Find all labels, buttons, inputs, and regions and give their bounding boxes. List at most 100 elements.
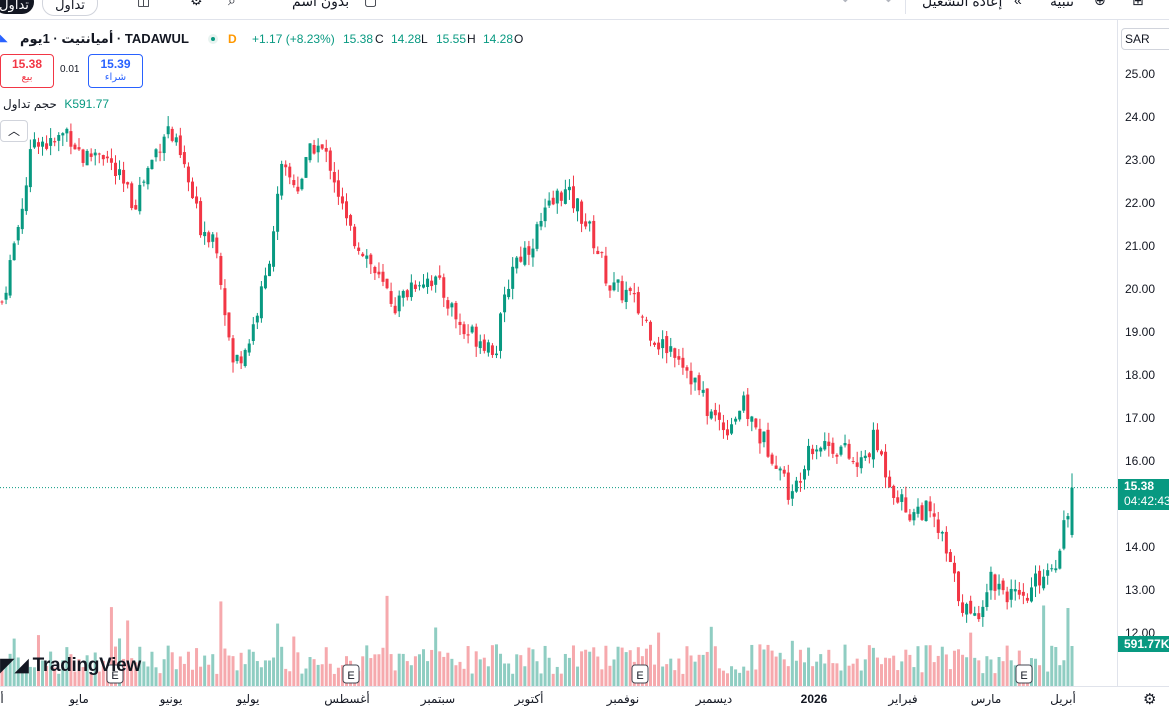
volume-bar — [701, 654, 705, 686]
chart-settings-gear-icon[interactable]: ⚙ — [1143, 691, 1157, 708]
candle-body — [438, 275, 442, 278]
candle-body — [93, 152, 97, 156]
square-icon[interactable]: ▢ — [364, 0, 378, 8]
earnings-marker-label: E — [347, 670, 354, 682]
candle-body — [742, 395, 746, 411]
volume-bar — [385, 595, 389, 686]
price-tick: 14.00 — [1125, 540, 1156, 554]
replay-label[interactable]: إعادة التشغيل — [922, 0, 1003, 9]
candle-body — [1058, 550, 1062, 569]
candle-body — [961, 602, 965, 613]
candle-body — [85, 150, 89, 166]
volume-bar — [790, 640, 794, 686]
volume-bar — [16, 657, 20, 686]
redo-icon[interactable]: ↷ — [880, 0, 892, 8]
candle-body — [1038, 570, 1042, 586]
volume-bar — [750, 644, 754, 686]
candle-body — [69, 131, 73, 147]
candle-body — [417, 285, 421, 287]
candle-body — [932, 513, 936, 517]
candle-body — [389, 291, 393, 304]
volume-bar — [1042, 605, 1046, 686]
volume-bar — [689, 655, 693, 686]
earnings-marker-label: E — [111, 670, 118, 682]
candle-body — [896, 497, 900, 503]
volume-bar — [186, 651, 190, 686]
low-label: L — [421, 32, 428, 46]
volume-bar — [997, 657, 1001, 686]
candle-body — [1001, 580, 1005, 591]
camera-icon[interactable]: ◫ — [137, 0, 151, 8]
time-tick: مايو — [69, 692, 89, 706]
price-axis-border — [1117, 19, 1118, 686]
volume-bar — [653, 664, 657, 686]
candle-body — [49, 138, 53, 146]
volume-bar — [705, 651, 709, 686]
volume-bar — [717, 668, 721, 686]
candle-body — [584, 221, 588, 227]
volume-bar — [875, 657, 879, 686]
candle-body — [588, 221, 592, 224]
volume-bar — [685, 646, 689, 686]
volume-bar — [867, 645, 871, 686]
candle-body — [190, 181, 194, 199]
candle-body — [81, 149, 85, 163]
candle-body — [397, 295, 401, 312]
volume-bar — [571, 645, 575, 686]
collapse-legend-button[interactable]: ︿ — [0, 120, 28, 142]
candle-body — [993, 574, 997, 591]
volume-bar — [713, 646, 717, 686]
volume-bar — [211, 654, 215, 686]
symbol-title[interactable]: أميانتيت · 1يوم · TADAWUL — [20, 31, 189, 46]
volume-bar — [150, 651, 154, 686]
candle-body — [118, 169, 122, 176]
candle-body — [985, 592, 989, 607]
candle-body — [924, 500, 928, 522]
candle-body — [539, 220, 543, 227]
candle-body — [292, 180, 296, 186]
rewind-icon[interactable]: « — [1014, 0, 1022, 8]
time-tick: سبتمبر — [420, 692, 456, 706]
tradingview-logo[interactable]: ◤◢ TradingView — [0, 654, 141, 676]
candle-body — [166, 126, 170, 135]
volume-bar — [819, 654, 823, 686]
volume-bar — [89, 673, 93, 686]
volume-legend[interactable]: حجم تداول K591.77 — [3, 97, 109, 111]
alarm-icon[interactable]: ⊕ — [1094, 0, 1106, 8]
volume-bar — [1062, 660, 1066, 686]
volume-bar — [227, 655, 231, 686]
search-icon[interactable]: ⌕ — [228, 0, 236, 8]
candle-body — [604, 255, 608, 284]
volume-bar — [527, 647, 531, 686]
candle-body — [170, 128, 174, 141]
candle-body — [466, 334, 470, 336]
volume-bar — [304, 668, 308, 686]
volume-bar — [458, 661, 462, 686]
candle-body — [665, 336, 669, 354]
volume-bar — [657, 632, 661, 686]
candle-body — [823, 441, 827, 450]
buy-button[interactable]: 15.39 شراء — [88, 54, 143, 88]
candle-body — [774, 465, 778, 469]
layout-name[interactable]: بدون اسم — [292, 0, 350, 9]
volume-bar — [417, 654, 421, 686]
candle-body — [928, 501, 932, 512]
alert-label[interactable]: تنبيه — [1050, 0, 1075, 9]
currency-selector[interactable]: SAR — [1121, 28, 1169, 50]
layout-icon[interactable]: ⊞ — [1132, 0, 1144, 8]
sell-button[interactable]: 15.38 بيع — [0, 54, 54, 88]
volume-bar — [1046, 671, 1050, 686]
trade-panel-button[interactable]: تداول — [0, 0, 34, 14]
undo-icon[interactable]: ↶ — [842, 0, 854, 8]
candle-body — [174, 137, 178, 143]
candle-body — [888, 476, 892, 488]
spread-value: 0.01 — [60, 64, 80, 75]
candle-body — [73, 144, 77, 150]
candle-body — [673, 348, 677, 358]
volume-bar — [482, 657, 486, 686]
candle-body — [632, 292, 636, 295]
candle-body — [952, 562, 956, 574]
candle-body — [138, 184, 142, 212]
gear-icon[interactable]: ⚙ — [190, 0, 203, 8]
